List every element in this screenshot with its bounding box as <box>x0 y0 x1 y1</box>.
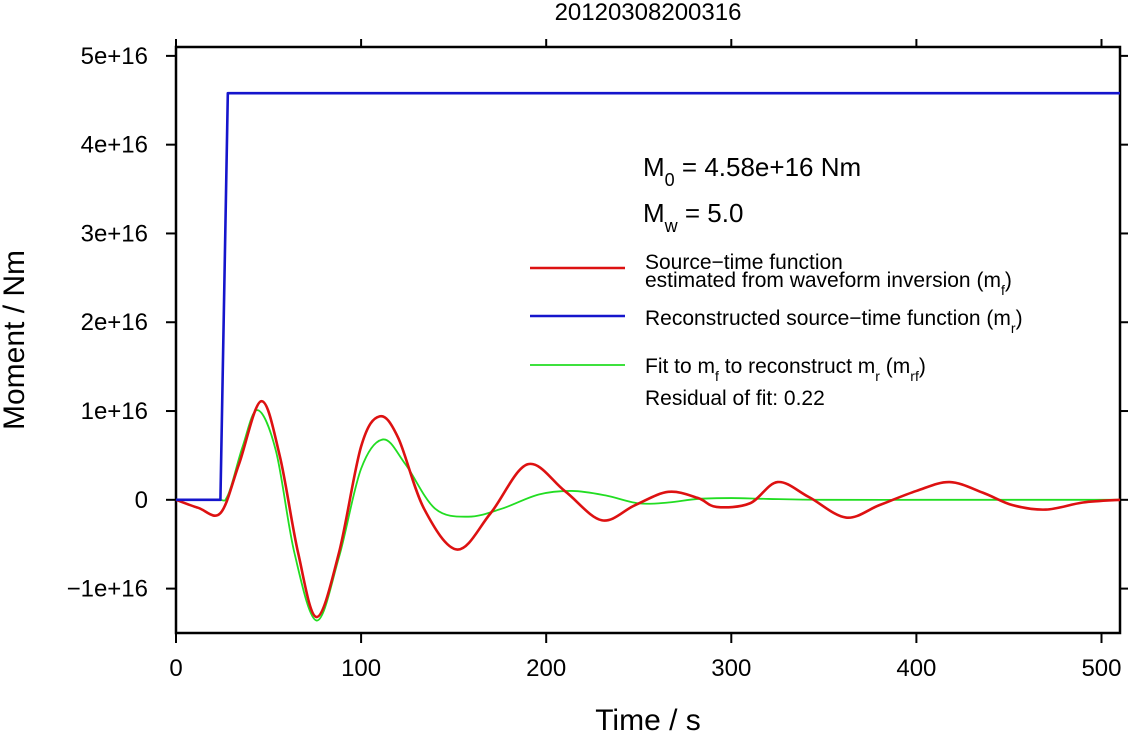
series-line-mr <box>176 91 1120 502</box>
residual-annotation: Residual of fit: 0.22 <box>645 387 825 410</box>
y-tick-label: 2e+16 <box>81 309 148 336</box>
x-tick-label: 500 <box>1081 655 1121 682</box>
legend-label-mr: Reconstructed source−time function (mr) <box>645 307 1023 336</box>
y-tick-label: 3e+16 <box>81 220 148 247</box>
y-axis: −1e+16 0 1e+16 2e+16 3e+16 4e+16 5e+16 <box>67 43 1128 603</box>
x-tick-label: 300 <box>711 655 751 682</box>
plot-frame <box>174 45 1122 635</box>
legend-label-mf-line2: estimated from waveform inversion (mf) <box>645 269 1012 298</box>
y-tick-label: 5e+16 <box>81 43 148 70</box>
m0-annotation: M0 = 4.58e+16 Nm <box>643 152 861 190</box>
mw-annotation: Mw = 5.0 <box>643 198 743 236</box>
series-layer <box>175 91 1121 622</box>
series-line-mf <box>175 399 1121 619</box>
y-tick-label: 1e+16 <box>81 398 148 425</box>
y-tick-label: 4e+16 <box>81 132 148 159</box>
legend-label-mrf: Fit to mf to reconstruct mr (mrf) <box>645 355 926 384</box>
x-tick-label: 0 <box>169 655 182 682</box>
x-tick-label: 200 <box>526 655 566 682</box>
y-axis-label: Moment / Nm <box>0 250 31 430</box>
legend-label-mf-line1: Source−time function <box>645 251 843 274</box>
x-axis-label: Time / s <box>595 704 701 734</box>
legend: Source−time function estimated from wave… <box>530 251 1023 410</box>
x-tick-label: 100 <box>341 655 381 682</box>
y-tick-label: −1e+16 <box>67 576 148 603</box>
y-tick-label: 0 <box>135 487 148 514</box>
chart-title: 20120308200316 <box>555 0 742 26</box>
x-tick-label: 400 <box>896 655 936 682</box>
x-axis: 0 100 200 300 400 500 <box>169 39 1122 682</box>
series-line-mrf <box>175 409 1120 622</box>
